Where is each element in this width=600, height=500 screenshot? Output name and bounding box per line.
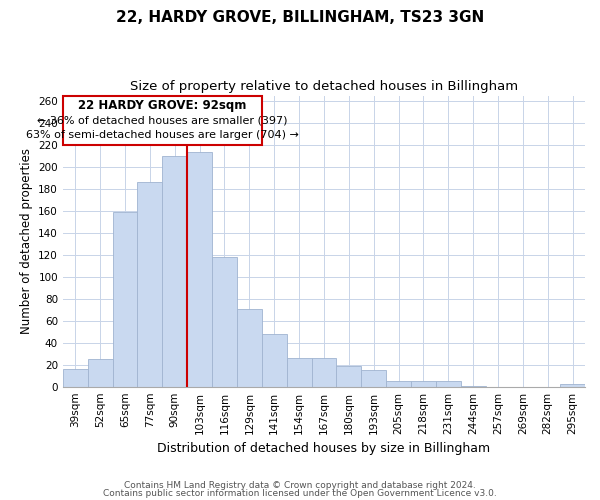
Text: 22, HARDY GROVE, BILLINGHAM, TS23 3GN: 22, HARDY GROVE, BILLINGHAM, TS23 3GN [116, 10, 484, 25]
Bar [88, 359, 113, 386]
Bar [311, 358, 337, 386]
Text: Contains public sector information licensed under the Open Government Licence v3: Contains public sector information licen… [103, 488, 497, 498]
Bar [287, 358, 311, 386]
Bar [237, 308, 262, 386]
Text: Contains HM Land Registry data © Crown copyright and database right 2024.: Contains HM Land Registry data © Crown c… [124, 481, 476, 490]
X-axis label: Distribution of detached houses by size in Billingham: Distribution of detached houses by size … [157, 442, 490, 455]
Bar [262, 334, 287, 386]
Bar [560, 384, 585, 386]
Bar [163, 156, 187, 386]
Bar [187, 152, 212, 386]
Bar [113, 212, 137, 386]
FancyBboxPatch shape [63, 96, 262, 145]
Bar [386, 381, 411, 386]
Text: ← 36% of detached houses are smaller (397): ← 36% of detached houses are smaller (39… [37, 116, 287, 126]
Bar [212, 257, 237, 386]
Text: 63% of semi-detached houses are larger (704) →: 63% of semi-detached houses are larger (… [26, 130, 299, 140]
Y-axis label: Number of detached properties: Number of detached properties [20, 148, 32, 334]
Bar [411, 381, 436, 386]
Bar [137, 182, 163, 386]
Bar [361, 370, 386, 386]
Text: 22 HARDY GROVE: 92sqm: 22 HARDY GROVE: 92sqm [78, 99, 247, 112]
Bar [63, 369, 88, 386]
Bar [337, 366, 361, 386]
Bar [436, 381, 461, 386]
Title: Size of property relative to detached houses in Billingham: Size of property relative to detached ho… [130, 80, 518, 93]
